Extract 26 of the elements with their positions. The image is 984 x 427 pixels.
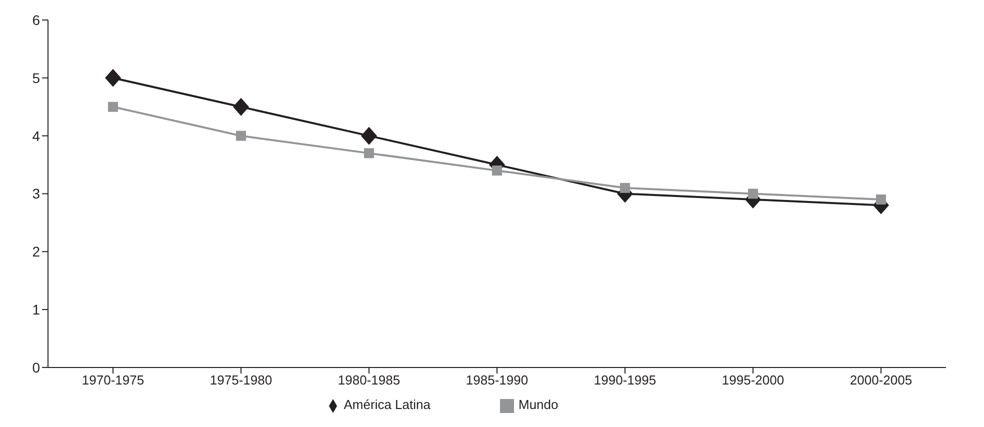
y-tick-label: 5 [32, 70, 40, 86]
x-tick-label: 1975-1980 [210, 372, 272, 388]
y-tick-label: 0 [32, 359, 40, 376]
x-tick-label: 1985-1990 [466, 372, 528, 388]
point [492, 166, 502, 176]
x-tick-label: 1970-1975 [82, 372, 144, 388]
point [620, 182, 630, 193]
point [361, 126, 377, 145]
legend-label: América Latina [344, 397, 430, 412]
x-tick-label: 1980-1985 [338, 372, 400, 388]
point [236, 130, 246, 141]
legend-label: Mundo [518, 397, 558, 412]
point [364, 148, 374, 158]
y-tick-label: 3 [32, 186, 40, 202]
point [233, 98, 249, 116]
y-tick-label: 2 [32, 244, 40, 260]
point [876, 194, 886, 205]
x-tick-label: 1995-2000 [722, 372, 784, 388]
x-tick-label: 2000-2005 [850, 372, 912, 388]
point [748, 188, 758, 199]
point [105, 68, 121, 87]
y-tick-label: 1 [32, 302, 40, 318]
y-tick-label: 6 [32, 12, 40, 28]
point [108, 102, 118, 112]
y-tick-label: 4 [32, 128, 40, 144]
x-tick-label: 1990-1995 [594, 372, 656, 388]
